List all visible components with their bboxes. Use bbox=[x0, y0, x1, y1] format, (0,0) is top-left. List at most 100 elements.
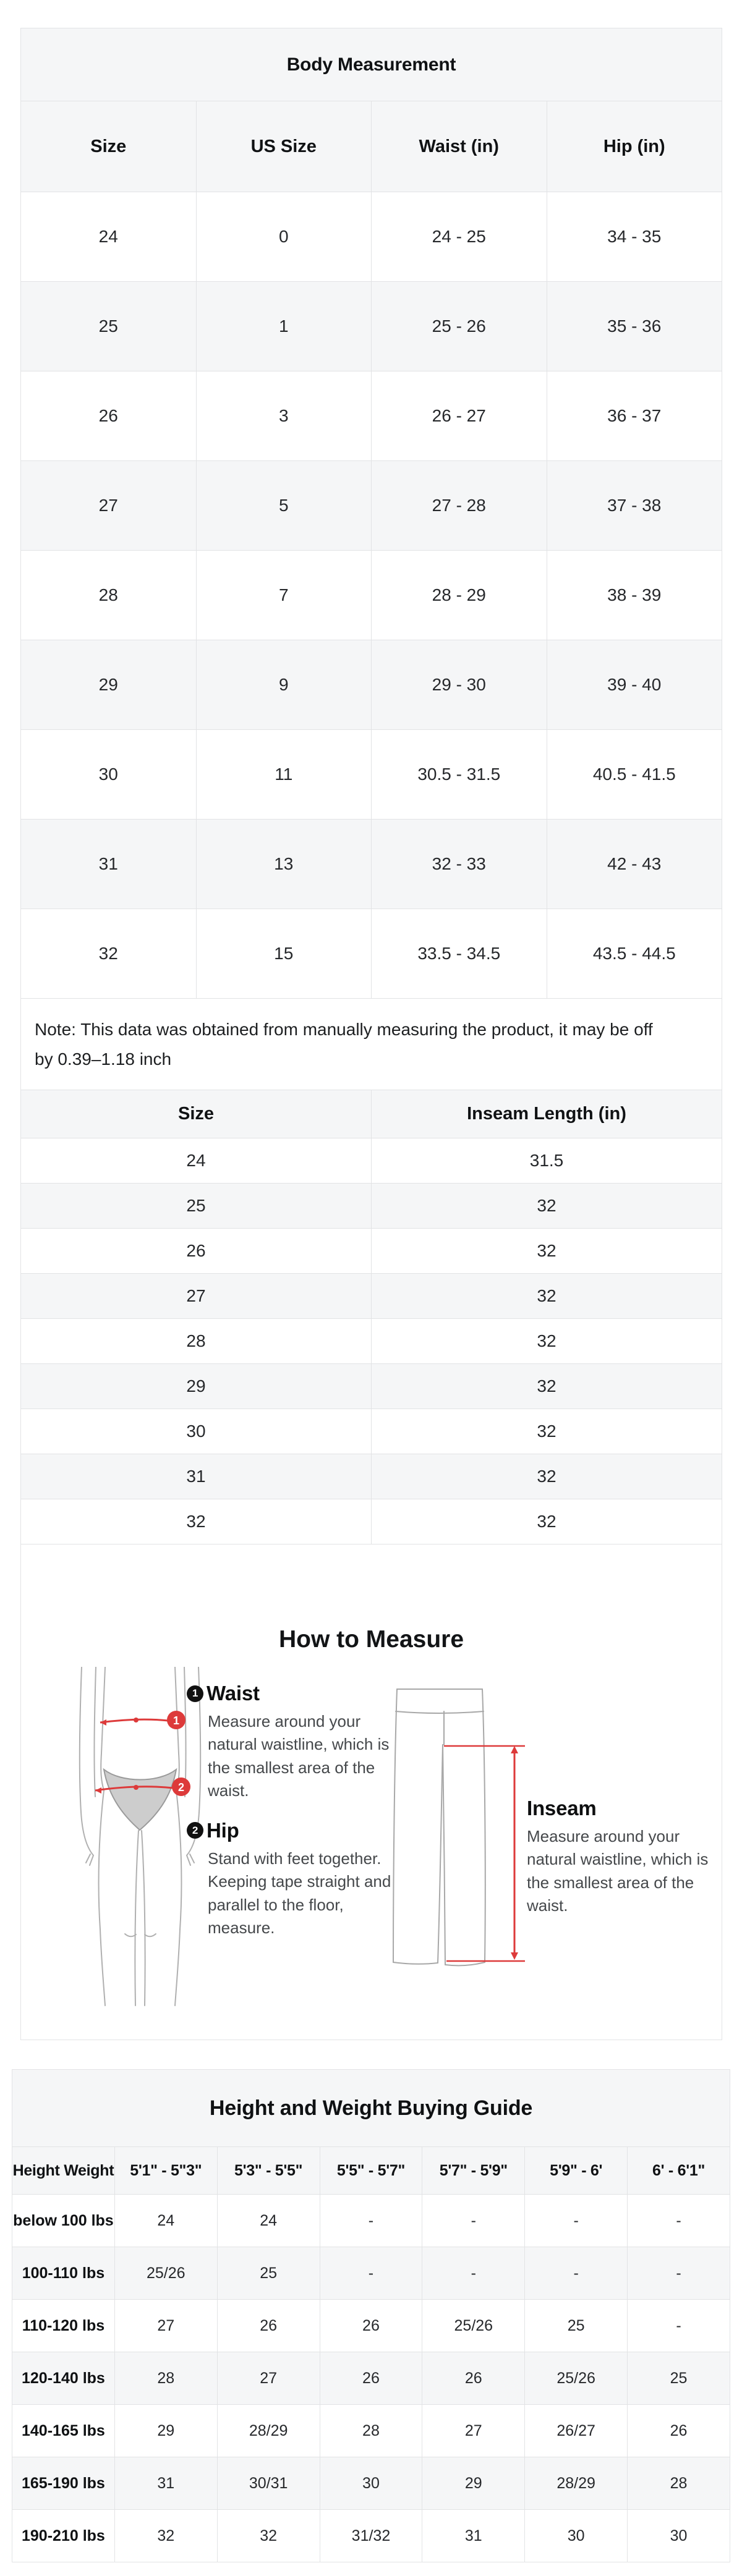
hip-instruction-text: Stand with feet together. Keeping tape s… bbox=[208, 1849, 391, 1938]
table-cell: 28/29 bbox=[216, 2404, 320, 2457]
table-cell: 33.5 - 34.5 bbox=[371, 909, 547, 999]
table-cell: 29 bbox=[422, 2457, 526, 2510]
table-row: 100-110 lbs 25/26 25- - - - bbox=[12, 2247, 730, 2300]
pants-illustration bbox=[393, 1688, 525, 1967]
table-cell: 27 - 28 bbox=[371, 460, 547, 551]
waist-hip-instructions: 1 Waist Measure around your natural wais… bbox=[187, 1682, 399, 1940]
table-cell: - bbox=[319, 2247, 423, 2300]
table-cell: 32 bbox=[371, 1363, 722, 1409]
table-cell: 38 - 39 bbox=[546, 550, 722, 640]
row-label-cell: 165-190 lbs bbox=[12, 2457, 115, 2510]
table-cell: 26 bbox=[319, 2352, 423, 2405]
row-label-cell: below 100 lbs bbox=[12, 2194, 115, 2247]
table-cell: 26 bbox=[20, 371, 197, 461]
column-header-size: Size bbox=[20, 1090, 372, 1138]
column-header-hip: Hip (in) bbox=[546, 101, 722, 192]
table-cell: 30.5 - 31.5 bbox=[371, 729, 547, 820]
column-header-height-weight: Height Weight bbox=[12, 2146, 115, 2195]
table-cell: 43.5 - 44.5 bbox=[546, 909, 722, 999]
table-cell: - bbox=[422, 2194, 526, 2247]
table-cell: 26/27 bbox=[524, 2404, 628, 2457]
table-cell: 31.5 bbox=[371, 1138, 722, 1184]
table-cell: 32 bbox=[371, 1273, 722, 1319]
table-cell: 27 bbox=[114, 2299, 218, 2352]
table-cell: 29 bbox=[114, 2404, 218, 2457]
table-cell: 25 bbox=[627, 2352, 730, 2405]
table-cell: 26 bbox=[319, 2299, 423, 2352]
table-cell: 29 bbox=[20, 1363, 372, 1409]
table-header-row: Size US Size Waist (in) Hip (in) bbox=[20, 101, 722, 192]
table-row: 26 32 bbox=[20, 1228, 722, 1274]
column-header-height-5: 5'9" - 6' bbox=[524, 2146, 628, 2195]
table-cell: 32 bbox=[371, 1228, 722, 1274]
table-cell: 28 bbox=[319, 2404, 423, 2457]
table-cell: 30 bbox=[20, 729, 197, 820]
column-header-inseam-length: Inseam Length (in) bbox=[371, 1090, 722, 1138]
inseam-instruction-text: Measure around your natural waistline, w… bbox=[527, 1827, 709, 1915]
hip-marker-circle bbox=[172, 1777, 190, 1796]
table-cell: 27 bbox=[216, 2352, 320, 2405]
column-header-waist: Waist (in) bbox=[371, 101, 547, 192]
table-cell: 0 bbox=[195, 192, 372, 282]
waist-measure-line bbox=[100, 1718, 169, 1726]
table-cell: 25/26 bbox=[422, 2299, 526, 2352]
table-cell: 32 bbox=[371, 1183, 722, 1229]
table-cell: 28 bbox=[114, 2352, 218, 2405]
table-cell: 24 bbox=[114, 2194, 218, 2247]
table-cell: 40.5 - 41.5 bbox=[546, 729, 722, 820]
how-to-measure-panel: How to Measure bbox=[20, 1544, 722, 2040]
table-cell: 29 - 30 bbox=[371, 640, 547, 730]
column-header-height-2: 5'3" - 5'5" bbox=[216, 2146, 320, 2195]
table-cell: - bbox=[627, 2299, 730, 2352]
table-cell: 25 bbox=[20, 281, 197, 371]
circled-2-badge: 2 bbox=[187, 1822, 203, 1839]
table-cell: - bbox=[319, 2194, 423, 2247]
table-cell: 7 bbox=[195, 550, 372, 640]
table-cell: - bbox=[627, 2247, 730, 2300]
note-text: Note: This data was obtained from manual… bbox=[35, 1019, 653, 1069]
table-row: 32 15 33.5 - 34.5 43.5 - 44.5 bbox=[20, 909, 722, 999]
table-row: 110-120 lbs 27 26 26 25/26 25- bbox=[12, 2299, 730, 2352]
table-cell: 37 - 38 bbox=[546, 460, 722, 551]
table-cell: 25 - 26 bbox=[371, 281, 547, 371]
table-row: 30 32 bbox=[20, 1409, 722, 1454]
table-row: below 100 lbs 24 24- - - - bbox=[12, 2194, 730, 2247]
column-header-height-1: 5'1" - 5"3" bbox=[114, 2146, 218, 2195]
table-cell: 31 bbox=[114, 2457, 218, 2510]
table-cell: 32 bbox=[371, 1409, 722, 1454]
table-cell: 9 bbox=[195, 640, 372, 730]
table-row: 29 9 29 - 30 39 - 40 bbox=[20, 640, 722, 730]
table-row: 24 31.5 bbox=[20, 1138, 722, 1184]
body-measurement-table: Body Measurement Size US Size Waist (in)… bbox=[20, 28, 722, 999]
table-cell: 32 bbox=[20, 1499, 372, 1544]
table-cell: 27 bbox=[20, 460, 197, 551]
table-cell: 35 - 36 bbox=[546, 281, 722, 371]
buying-guide-title: Height and Weight Buying Guide bbox=[12, 2069, 730, 2147]
table-cell: 36 - 37 bbox=[546, 371, 722, 461]
table-cell: 11 bbox=[195, 729, 372, 820]
table-cell: 24 bbox=[20, 192, 197, 282]
column-header-height-4: 5'7" - 5'9" bbox=[422, 2146, 526, 2195]
inseam-instructions: Inseam Measure around your natural waist… bbox=[527, 1797, 737, 1918]
table-cell: 27 bbox=[422, 2404, 526, 2457]
row-label-cell: 100-110 lbs bbox=[12, 2247, 115, 2300]
table-row: 27 32 bbox=[20, 1273, 722, 1319]
buying-guide-section: Height and Weight Buying Guide Height We… bbox=[12, 2069, 730, 2562]
waist-marker-badge: 1 bbox=[173, 1714, 179, 1727]
table-cell: 26 bbox=[216, 2299, 320, 2352]
table-cell: 27 bbox=[20, 1273, 372, 1319]
table-cell: - bbox=[524, 2194, 628, 2247]
table-cell: 32 - 33 bbox=[371, 819, 547, 909]
waist-marker-circle bbox=[167, 1711, 186, 1729]
table-cell: 24 bbox=[20, 1138, 372, 1184]
table-cell: 28/29 bbox=[524, 2457, 628, 2510]
waist-instruction-text: Measure around your natural waistline, w… bbox=[208, 1712, 390, 1800]
table-cell: 32 bbox=[371, 1318, 722, 1364]
inseam-table: Size Inseam Length (in) 24 31.5 25 32 26 32 27… bbox=[20, 1090, 722, 1544]
inseam-measure-line bbox=[444, 1745, 525, 1962]
waist-label: Waist bbox=[207, 1682, 260, 1705]
body-figure-illustration: 1 2 bbox=[79, 1667, 202, 2006]
table-cell: 3 bbox=[195, 371, 372, 461]
circled-1-badge: 1 bbox=[187, 1685, 203, 1702]
table-cell: 26 bbox=[627, 2404, 730, 2457]
